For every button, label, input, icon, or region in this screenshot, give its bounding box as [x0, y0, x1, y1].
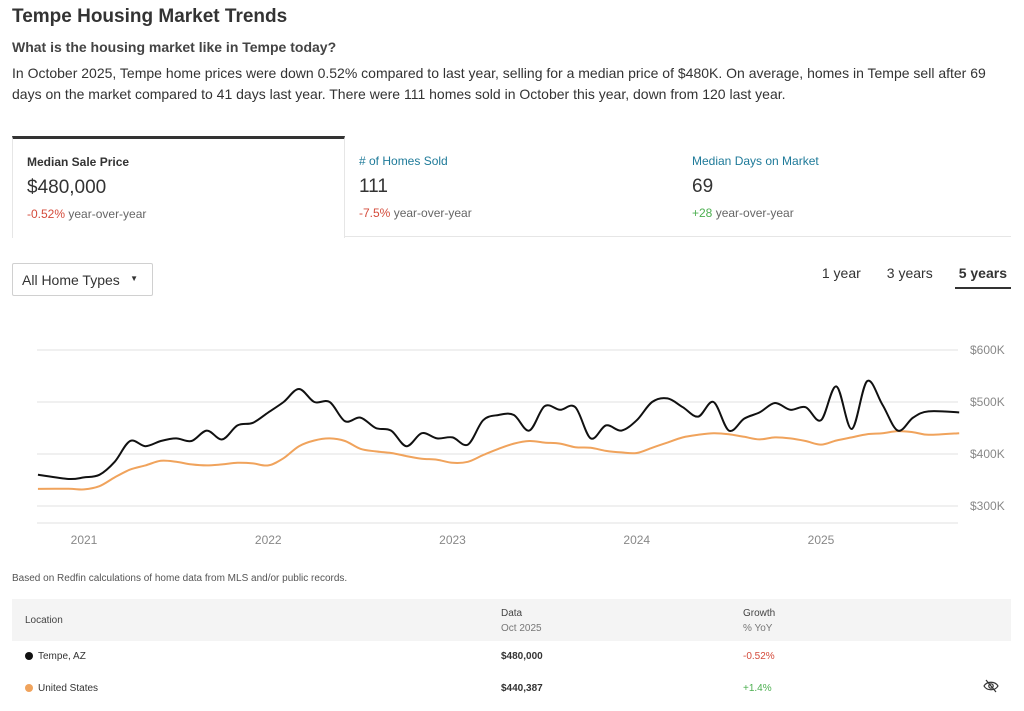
row-value: $480,000	[501, 651, 543, 662]
table-row: United States $440,387 +1.4%	[12, 673, 1011, 705]
header-growth: Growth % YoY	[743, 608, 775, 634]
y-tick-label: $600K	[970, 343, 1005, 357]
range-tab-5-years[interactable]: 5 years	[954, 265, 1011, 289]
stat-change-value: -7.5%	[359, 206, 391, 220]
stat-change-suffix: year-over-year	[393, 206, 472, 220]
row-value: $440,387	[501, 683, 543, 694]
comparison-table: Location Data Oct 2025 Growth % YoY Temp…	[12, 599, 1011, 705]
stat-label: Median Days on Market	[692, 154, 819, 168]
caret-down-icon: ▼	[130, 274, 138, 283]
x-tick-label: 2021	[71, 533, 98, 547]
y-tick-label: $400K	[970, 447, 1005, 461]
row-location: United States	[25, 683, 98, 694]
header-data-period: Oct 2025	[501, 623, 542, 634]
stat-change: -0.52% year-over-year	[27, 207, 330, 221]
x-tick-label: 2025	[808, 533, 835, 547]
header-growth-label: Growth	[743, 608, 776, 619]
stat-label: # of Homes Sold	[359, 154, 448, 168]
stat-change-value: -0.52%	[27, 207, 66, 221]
data-source-note: Based on Redfin calculations of home dat…	[12, 573, 348, 584]
row-location: Tempe, AZ	[25, 651, 86, 662]
series-dot-icon	[25, 652, 33, 660]
stat-change-value: +28	[692, 206, 713, 220]
page-subtitle: What is the housing market like in Tempe…	[12, 39, 337, 55]
row-growth: -0.52%	[743, 651, 775, 662]
page-title: Tempe Housing Market Trends	[12, 6, 288, 27]
series-dot-icon	[25, 684, 33, 692]
x-tick-label: 2024	[623, 533, 650, 547]
eye-slash-icon[interactable]	[983, 679, 999, 693]
time-range-tabs: 1 year 3 years 5 years	[800, 265, 1011, 289]
series-line-united-states	[37, 430, 960, 491]
header-location: Location	[25, 615, 63, 626]
stat-change: -7.5% year-over-year	[359, 206, 664, 220]
series-line-tempe	[37, 379, 960, 481]
range-tab-3-years[interactable]: 3 years	[886, 265, 933, 281]
header-data: Data Oct 2025	[501, 608, 542, 634]
y-tick-label: $500K	[970, 395, 1005, 409]
stats-tabs: Median Sale Price $480,000 -0.52% year-o…	[12, 136, 1011, 238]
home-type-selected: All Home Types	[22, 272, 120, 288]
stat-value: 111	[359, 176, 388, 197]
table-header: Location Data Oct 2025 Growth % YoY	[12, 599, 1011, 641]
stat-value: 69	[692, 176, 714, 197]
stat-change-suffix: year-over-year	[68, 207, 147, 221]
home-type-dropdown[interactable]: All Home Types ▼	[12, 263, 153, 296]
stat-value: $480,000	[27, 177, 107, 198]
stat-label: Median Sale Price	[27, 155, 130, 169]
tab-median-days-on-market[interactable]: Median Days on Market 69 +28 year-over-y…	[678, 136, 1011, 237]
table-row: Tempe, AZ $480,000 -0.52%	[12, 641, 1011, 673]
header-growth-unit: % YoY	[743, 623, 773, 634]
row-location-label: United States	[38, 683, 99, 694]
tab-homes-sold[interactable]: # of Homes Sold 111 -7.5% year-over-year	[345, 136, 678, 237]
x-tick-label: 2023	[439, 533, 466, 547]
y-tick-label: $300K	[970, 499, 1005, 513]
row-location-label: Tempe, AZ	[38, 651, 86, 662]
header-data-label: Data	[501, 608, 523, 619]
stat-change-suffix: year-over-year	[715, 206, 794, 220]
stat-change: +28 year-over-year	[692, 206, 997, 220]
range-tab-1-year[interactable]: 1 year	[821, 265, 861, 281]
price-line-chart: $300K $400K $500K $600K 2021 2022 2023 2024 2025	[37, 343, 1005, 547]
tab-median-sale-price[interactable]: Median Sale Price $480,000 -0.52% year-o…	[12, 136, 345, 238]
x-tick-label: 2022	[255, 533, 282, 547]
market-summary: In October 2025, Tempe home prices were …	[12, 65, 986, 102]
row-growth: +1.4%	[743, 683, 772, 694]
